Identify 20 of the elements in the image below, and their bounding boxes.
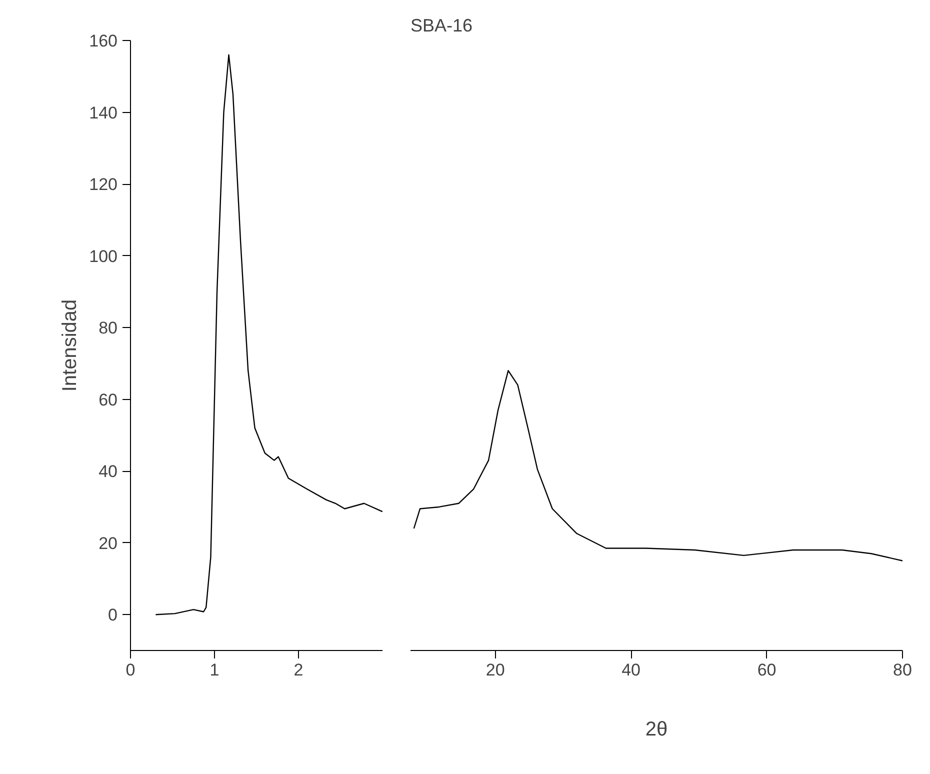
line-series [155, 54, 382, 616]
x-tick-label: 40 [622, 660, 641, 680]
x-tick-label: 0 [126, 660, 136, 680]
x-tick-label: 1 [210, 660, 220, 680]
y-tick-label: 0 [108, 606, 118, 625]
y-tick-label: 60 [98, 390, 118, 410]
y-tick-label: 100 [89, 246, 118, 266]
y-tick-label: 160 [89, 32, 118, 50]
y-tick-label: 80 [98, 318, 118, 338]
y-tick-label: 120 [89, 175, 118, 194]
x-tick-label: 2 [294, 660, 304, 680]
x-tick-label: 60 [757, 660, 776, 680]
x-axis-title: 2θ [645, 718, 668, 740]
y-tick-label: 20 [98, 534, 118, 553]
chart-title: SBA-16 [410, 16, 473, 36]
y-tick-label: 40 [98, 462, 118, 482]
x-tick-label: 80 [893, 660, 912, 680]
y-axis-title: Intensidad [59, 299, 82, 392]
y-tick-label: 140 [89, 103, 118, 122]
x-tick-label: 20 [486, 660, 505, 680]
